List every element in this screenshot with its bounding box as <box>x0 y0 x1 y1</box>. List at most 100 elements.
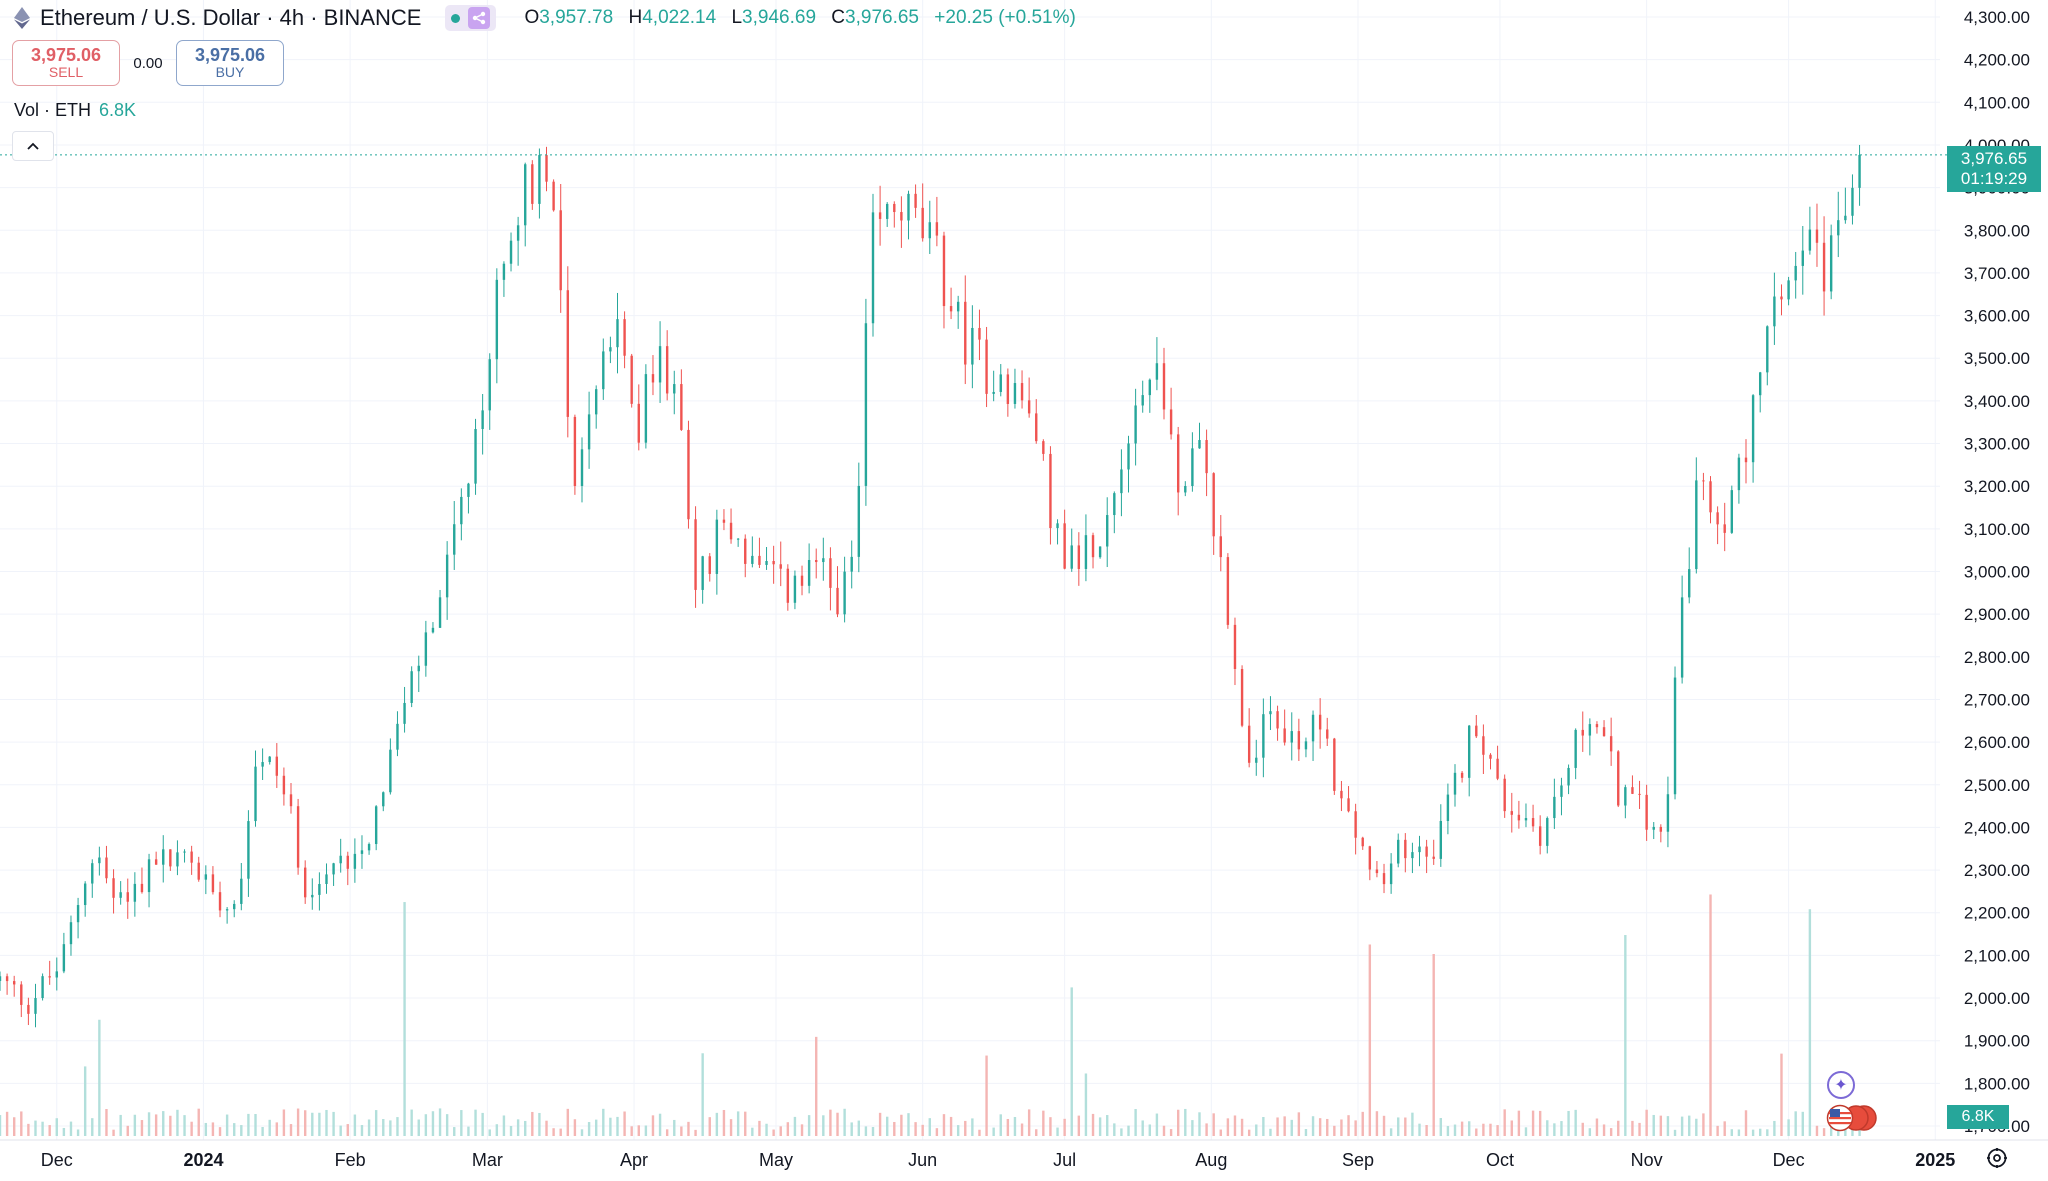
volume-bar <box>1489 1123 1492 1136</box>
candle-body <box>1737 457 1741 491</box>
share-icon[interactable] <box>468 7 491 29</box>
volume-bar <box>1425 1125 1428 1136</box>
volume-bar <box>715 1112 719 1136</box>
candle-body <box>893 203 896 213</box>
sparkle-icon[interactable]: ✦ <box>1827 1071 1855 1099</box>
candle-body <box>1212 473 1215 537</box>
candle-body <box>438 597 442 628</box>
candle-body <box>247 821 250 879</box>
volume-bar <box>1794 1111 1797 1136</box>
volume-bar <box>1205 1123 1208 1136</box>
candle-body <box>1631 787 1634 794</box>
symbol-title[interactable]: Ethereum / U.S. Dollar · 4h · BINANCE <box>40 5 422 30</box>
candle-body <box>751 555 754 564</box>
y-tick-label: 3,800.00 <box>1964 221 2030 240</box>
volume-bar <box>5 1111 9 1136</box>
volume-bar <box>374 1110 378 1136</box>
candle-body <box>1425 846 1428 857</box>
volume-bar <box>396 1117 399 1136</box>
last-price-value: 3,976.65 <box>1960 149 2028 168</box>
volume-bar <box>609 1117 612 1136</box>
us-flag-icon[interactable] <box>1826 1104 1878 1132</box>
volume-bar <box>1595 1118 1599 1136</box>
volume-bar <box>112 1129 115 1136</box>
x-tick-label: Dec <box>41 1150 73 1170</box>
candle-body <box>389 749 392 793</box>
volume-bar <box>1453 1124 1457 1136</box>
sell-button[interactable]: 3,975.06 SELL <box>12 40 120 86</box>
volume-bar <box>218 1127 222 1136</box>
volume-bar <box>1382 1115 1386 1136</box>
candle-body <box>353 853 357 869</box>
change-value: +20.25 (+0.51%) <box>934 7 1076 28</box>
candle-body <box>197 862 200 880</box>
volume-bar <box>1702 1113 1705 1136</box>
candle-body <box>559 210 562 291</box>
candle-body <box>133 883 137 902</box>
volume-bar <box>1326 1118 1329 1136</box>
volume-bar <box>261 1127 264 1136</box>
candle-body <box>1084 535 1088 569</box>
time-axis[interactable]: Dec 2024 Feb Mar Apr May Jun Jul Aug Sep Oct Nov Dec… <box>41 1150 1956 1170</box>
volume-bar <box>0 1115 2 1136</box>
candle-body <box>1794 265 1797 281</box>
y-tick-label: 3,000.00 <box>1964 563 2030 582</box>
volume-bar <box>729 1119 733 1136</box>
volume-bar <box>34 1120 37 1136</box>
candle-body <box>1247 725 1251 763</box>
collapse-legend-button[interactable] <box>12 131 54 161</box>
volume-bar <box>1276 1117 1279 1136</box>
candle-body <box>1766 326 1769 373</box>
volume-bar <box>1766 1129 1769 1136</box>
volume-bar <box>1567 1110 1570 1136</box>
market-status[interactable] <box>445 5 497 31</box>
candle-body <box>204 874 208 880</box>
candle-body <box>147 859 151 893</box>
volume-bar <box>1730 1129 1734 1136</box>
volume-bar <box>1375 1111 1379 1136</box>
candle-body <box>48 976 51 978</box>
settings-icon[interactable] <box>1985 1146 2009 1170</box>
volume-bar <box>360 1125 364 1136</box>
candle-body <box>396 723 399 750</box>
candle-body <box>1773 296 1776 327</box>
volume-bar <box>935 1128 939 1136</box>
candle-body <box>1695 480 1698 570</box>
volume-bar <box>424 1114 428 1136</box>
candle-body <box>1042 441 1045 454</box>
candle-body <box>1496 758 1499 779</box>
volume-bar <box>76 1129 80 1136</box>
candle-body <box>800 575 804 586</box>
volume-bar <box>69 1121 73 1136</box>
volume-legend[interactable]: Vol · ETH 6.8K <box>14 100 136 121</box>
volume-bar <box>1141 1120 1144 1136</box>
candle-body <box>62 944 66 972</box>
volume-bar <box>722 1109 726 1136</box>
candle-body <box>1723 524 1726 533</box>
buy-button[interactable]: 3,975.06 BUY <box>176 40 284 86</box>
x-tick-label: Nov <box>1631 1150 1663 1170</box>
volume-bar <box>1553 1123 1556 1136</box>
volume-bar <box>885 1116 889 1136</box>
last-price-label: 3,976.65 01:19:29 <box>1947 146 2041 192</box>
y-tick-label: 2,200.00 <box>1964 904 2030 923</box>
candle-body <box>609 347 612 352</box>
candle-body <box>1467 725 1471 778</box>
candle-body <box>140 883 144 893</box>
candle-body <box>1049 453 1052 529</box>
chart-header: Ethereum / U.S. Dollar · 4h · BINANCE O3… <box>14 4 1086 32</box>
volume-bar <box>999 1114 1002 1136</box>
volume-bar <box>644 1125 648 1136</box>
candle-body <box>1517 814 1521 821</box>
y-tick-label: 2,400.00 <box>1964 818 2030 837</box>
candle-body <box>1013 383 1017 404</box>
volume-bar <box>176 1109 179 1136</box>
volume-bar <box>538 1112 541 1136</box>
candle-body <box>878 212 882 219</box>
candle-body <box>1404 839 1407 859</box>
candle-body <box>623 319 626 356</box>
candle-body <box>1624 787 1627 806</box>
candle-body <box>1255 757 1258 763</box>
candle-body <box>1574 729 1577 768</box>
